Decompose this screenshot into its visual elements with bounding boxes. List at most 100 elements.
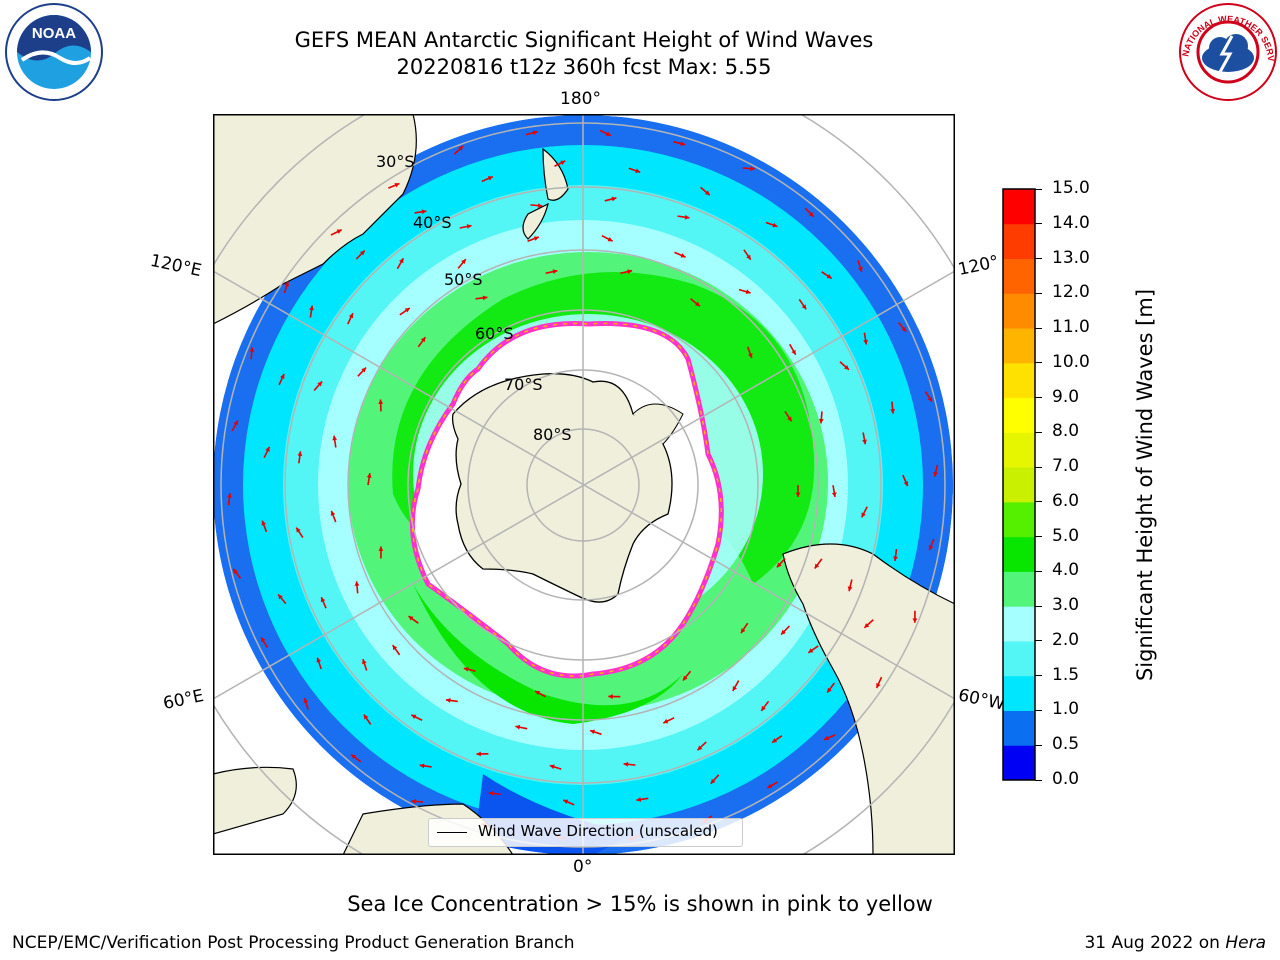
wave-arrow-head bbox=[317, 381, 323, 387]
wave-arrow-head bbox=[303, 698, 309, 703]
wave-arrow-head bbox=[278, 594, 283, 600]
antarctica-landmass bbox=[451, 373, 673, 603]
wave-arrow-head bbox=[476, 751, 481, 757]
lat-label-40s: 40°S bbox=[413, 213, 452, 232]
wave-arrow-head bbox=[265, 446, 270, 452]
lon-label-120e: 120°E bbox=[148, 250, 204, 282]
wave-arrow-head bbox=[862, 439, 867, 445]
colorbar-tick-label: 8.0 bbox=[1052, 421, 1080, 442]
wave-arrow-head bbox=[411, 714, 417, 720]
wave-arrow-head bbox=[694, 301, 700, 307]
colorbar-tick-mark bbox=[1035, 362, 1042, 364]
legend-line-sample bbox=[437, 832, 467, 833]
colorbar-segment bbox=[1003, 675, 1035, 711]
colorbar-tick-label: 0.0 bbox=[1052, 769, 1080, 789]
map-legend: Wind Wave Direction (unscaled) bbox=[428, 818, 743, 847]
wave-arrow-head bbox=[761, 705, 766, 711]
wave-arrow-head bbox=[605, 131, 611, 136]
colorbar-tick-mark bbox=[1035, 536, 1042, 538]
colorbar-segment bbox=[1003, 328, 1035, 364]
wave-arrow-head bbox=[354, 581, 360, 586]
wave-arrow-head bbox=[928, 545, 934, 551]
wave-arrow-head bbox=[404, 308, 410, 313]
wave-arrow-head bbox=[590, 729, 596, 735]
wave-arrow-head bbox=[309, 305, 314, 311]
wave-arrow-head bbox=[332, 435, 338, 441]
colorbar-tick-mark bbox=[1035, 327, 1042, 329]
colorbar-segment bbox=[1003, 258, 1035, 294]
wave-arrow-head bbox=[552, 269, 558, 274]
wave-arrow-head bbox=[445, 698, 451, 703]
wave-arrow-head bbox=[818, 418, 824, 424]
wave-arrow-head bbox=[420, 337, 426, 343]
wave-arrow-head bbox=[363, 714, 369, 720]
wave-arrow-head bbox=[537, 203, 543, 208]
wave-arrow-head bbox=[563, 799, 569, 805]
wave-arrow-head bbox=[680, 253, 686, 258]
wave-arrow-head bbox=[233, 420, 238, 426]
wave-arrow-head bbox=[535, 691, 541, 696]
wave-arrow-head bbox=[378, 546, 384, 551]
wave-arrow-head bbox=[296, 527, 301, 533]
run-date-text: 31 Aug 2022 on bbox=[1084, 933, 1226, 953]
wave-arrow-head bbox=[697, 745, 703, 751]
colorbar-segment bbox=[1003, 501, 1035, 538]
noaa-logo-text: NOAA bbox=[32, 25, 76, 42]
wave-arrow-head bbox=[861, 512, 866, 518]
graticule bbox=[213, 114, 955, 855]
colorbar-tick-mark bbox=[1035, 640, 1042, 642]
colorbar-tick-mark bbox=[1035, 466, 1042, 468]
wave-arrow-head bbox=[824, 735, 830, 741]
lon-label-60e: 60°E bbox=[161, 685, 206, 715]
wave-arrow-head bbox=[710, 778, 716, 784]
wave-arrow-head bbox=[732, 686, 738, 692]
colorbar bbox=[1002, 188, 1036, 781]
wave-arrow-head bbox=[927, 396, 933, 402]
sea-ice-note: Sea Ice Concentration > 15% is shown in … bbox=[347, 892, 933, 916]
wave-arrow-head bbox=[560, 160, 566, 166]
wave-arrow-head bbox=[392, 645, 398, 651]
wave-arrow-head bbox=[776, 562, 782, 568]
wave-arrow-head bbox=[421, 209, 427, 215]
lon-label-60w: 60°W bbox=[956, 685, 1007, 715]
colorbar-tick-label: 6.0 bbox=[1052, 490, 1080, 511]
wave-arrow-head bbox=[903, 481, 909, 487]
wave-arrow-head bbox=[366, 473, 372, 478]
wave-arrow-head bbox=[399, 258, 404, 264]
colorbar-tick-label: 1.0 bbox=[1052, 699, 1080, 720]
colorbar-segment bbox=[1003, 640, 1035, 677]
wave-arrow-head bbox=[863, 339, 868, 345]
colorbar-label: Significant Height of Wind Waves [m] bbox=[1133, 288, 1157, 682]
wave-arrow-head bbox=[893, 556, 898, 562]
colorbar-tick-mark bbox=[1035, 779, 1042, 781]
colorbar-segment bbox=[1003, 606, 1035, 642]
map-subtitle-forecast: 20220816 t12z 360h fcst Max: 5.55 bbox=[396, 55, 772, 79]
wave-arrow-head bbox=[912, 618, 918, 623]
wave-arrow-head bbox=[419, 763, 425, 769]
wave-arrow-head bbox=[458, 145, 464, 151]
map-title: GEFS MEAN Antarctic Significant Height o… bbox=[294, 28, 874, 52]
wave-arrow-head bbox=[748, 353, 753, 359]
wave-arrow-head bbox=[488, 790, 494, 796]
colorbar-segment bbox=[1003, 710, 1035, 746]
wave-arrow-head bbox=[627, 269, 633, 274]
new-zealand-landmass bbox=[522, 147, 569, 240]
wave-arrow-head bbox=[808, 648, 814, 653]
wave-arrow-head bbox=[378, 399, 384, 404]
lat-label-50s: 50°S bbox=[444, 270, 483, 289]
wave-arrow-head bbox=[316, 657, 322, 663]
wave-arrow-head bbox=[330, 510, 336, 516]
wave-arrow-head bbox=[740, 628, 746, 634]
wave-arrow-head bbox=[772, 222, 778, 228]
wave-arrow-head bbox=[482, 295, 488, 301]
wave-arrow-head bbox=[772, 738, 778, 743]
wave-arrow-head bbox=[750, 166, 755, 171]
wave-arrow-head bbox=[680, 141, 686, 146]
lat-label-60s: 60°S bbox=[475, 324, 514, 343]
run-date: 31 Aug 2022 on Hera bbox=[1084, 933, 1266, 953]
wave-arrow-head bbox=[607, 237, 613, 242]
run-host: Hera bbox=[1225, 933, 1266, 953]
wave-arrow-head bbox=[933, 471, 938, 477]
colorbar-segment bbox=[1003, 223, 1035, 260]
legend-text: Wind Wave Direction (unscaled) bbox=[478, 822, 718, 840]
